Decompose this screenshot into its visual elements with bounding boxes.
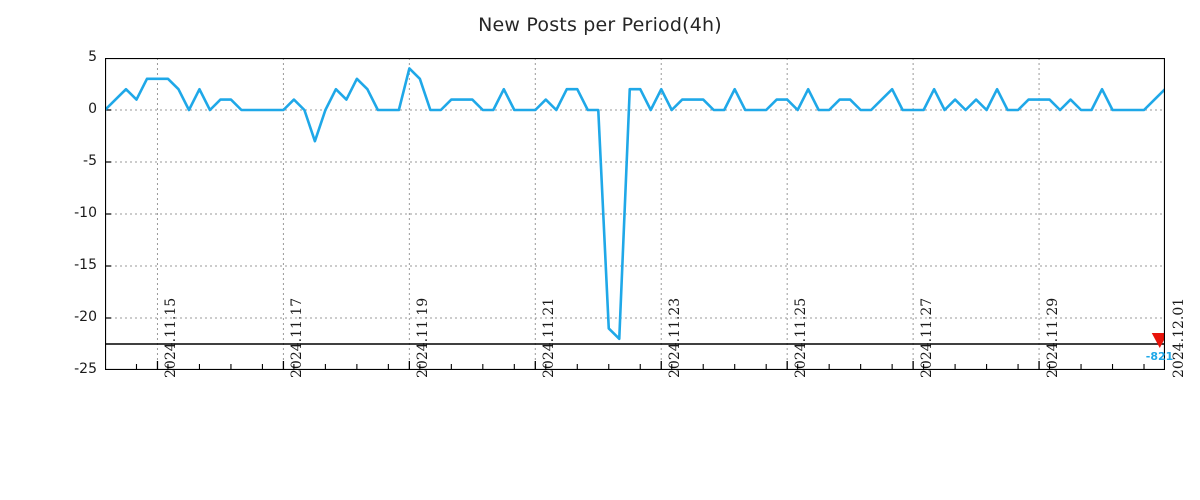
annotation-marker bbox=[1151, 333, 1165, 348]
y-tick-label: -15 bbox=[74, 257, 97, 273]
y-tick-label: -25 bbox=[74, 361, 97, 377]
y-tick-label: -5 bbox=[83, 153, 97, 169]
y-tick-label: -20 bbox=[74, 309, 97, 325]
data-series-line bbox=[105, 67, 1165, 341]
plot-area bbox=[105, 58, 1165, 370]
annotation-value-label: -821 bbox=[1145, 350, 1174, 363]
y-tick-label: 5 bbox=[88, 49, 97, 65]
chart-title: New Posts per Period(4h) bbox=[478, 14, 722, 36]
x-tick-label: 2024.12.01 bbox=[1171, 297, 1187, 378]
y-tick-label: 0 bbox=[88, 101, 97, 117]
triangle-down-icon bbox=[1151, 333, 1165, 348]
plot-border bbox=[105, 58, 1165, 370]
y-tick-label: -10 bbox=[74, 205, 97, 221]
line-chart-svg bbox=[105, 58, 1165, 370]
series-line-new-posts bbox=[105, 67, 1165, 341]
